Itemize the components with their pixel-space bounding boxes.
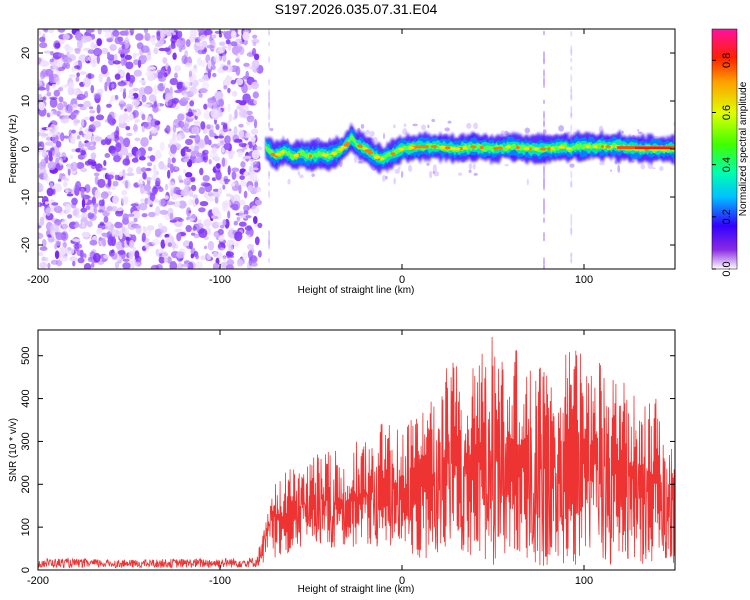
spectrogram-x-ticks: -200 -100 0 100 xyxy=(27,29,593,286)
spectrogram-xtick-label: 0 xyxy=(399,274,405,286)
spectrogram-ytick-label: 10 xyxy=(20,95,32,107)
snr-ytick-label: 200 xyxy=(20,475,32,493)
snr-ytick-label: 400 xyxy=(20,389,32,407)
colorbar-tick-label: 0.0 xyxy=(721,261,733,276)
snr-x-ticks: -200 -100 0 100 xyxy=(27,330,593,587)
snr-line xyxy=(38,336,675,569)
colorbar-tick-label: 0.4 xyxy=(721,157,733,172)
spectrogram-ytick-label: -20 xyxy=(20,237,32,253)
colorbar: 0.0 0.2 0.4 0.6 0.8 Normalized spectral ampl… xyxy=(711,28,749,277)
colorbar-gradient xyxy=(711,28,738,270)
snr-ytick-label: 300 xyxy=(20,432,32,450)
spectrogram-y-label: Frequency (Hz) xyxy=(8,115,19,184)
snr-panel: -200 -100 0 100 0 100 200 300 400 500 Height of … xyxy=(8,329,676,595)
snr-ytick-label: 500 xyxy=(20,347,32,365)
colorbar-label: Normalized spectral amplitude xyxy=(738,81,749,216)
chart-title: S197.2026.035.07.31.E04 xyxy=(275,1,438,17)
snr-x-label: Height of straight line (km) xyxy=(298,584,415,595)
spectrogram-x-label: Height of straight line (km) xyxy=(298,285,415,296)
snr-xtick-label: -100 xyxy=(209,575,231,587)
snr-y-ticks: 0 100 200 300 400 500 xyxy=(20,347,675,573)
spectrogram-y-ticks: -20 -10 0 10 20 xyxy=(20,47,675,253)
snr-xtick-label: 0 xyxy=(399,575,405,587)
snr-xtick-label: 100 xyxy=(575,575,593,587)
spectrogram-ytick-label: 0 xyxy=(20,146,32,152)
snr-frame xyxy=(37,329,676,571)
frequency-trace xyxy=(264,29,675,269)
colorbar-tick-label: 0.2 xyxy=(721,209,733,224)
spectrogram-ytick-label: 20 xyxy=(20,47,32,59)
snr-ytick-label: 100 xyxy=(20,518,32,536)
colorbar-ticks: 0.0 0.2 0.4 0.6 0.8 xyxy=(712,53,733,277)
spectrogram-marks xyxy=(38,29,675,269)
spectrogram-xtick-label: 100 xyxy=(575,274,593,286)
snr-series-line xyxy=(38,336,675,569)
snr-xtick-label: -200 xyxy=(27,575,49,587)
spectrogram-ytick-label: -10 xyxy=(20,189,32,205)
spectrogram-xtick-label: -100 xyxy=(209,274,231,286)
noise-speckle xyxy=(38,29,264,269)
snr-y-label: SNR (10 * v/v) xyxy=(8,418,19,482)
colorbar-tick-label: 0.8 xyxy=(721,53,733,68)
spectrogram-xtick-label: -200 xyxy=(27,274,49,286)
snr-ytick-label: 0 xyxy=(20,567,32,573)
colorbar-tick-label: 0.6 xyxy=(721,105,733,120)
